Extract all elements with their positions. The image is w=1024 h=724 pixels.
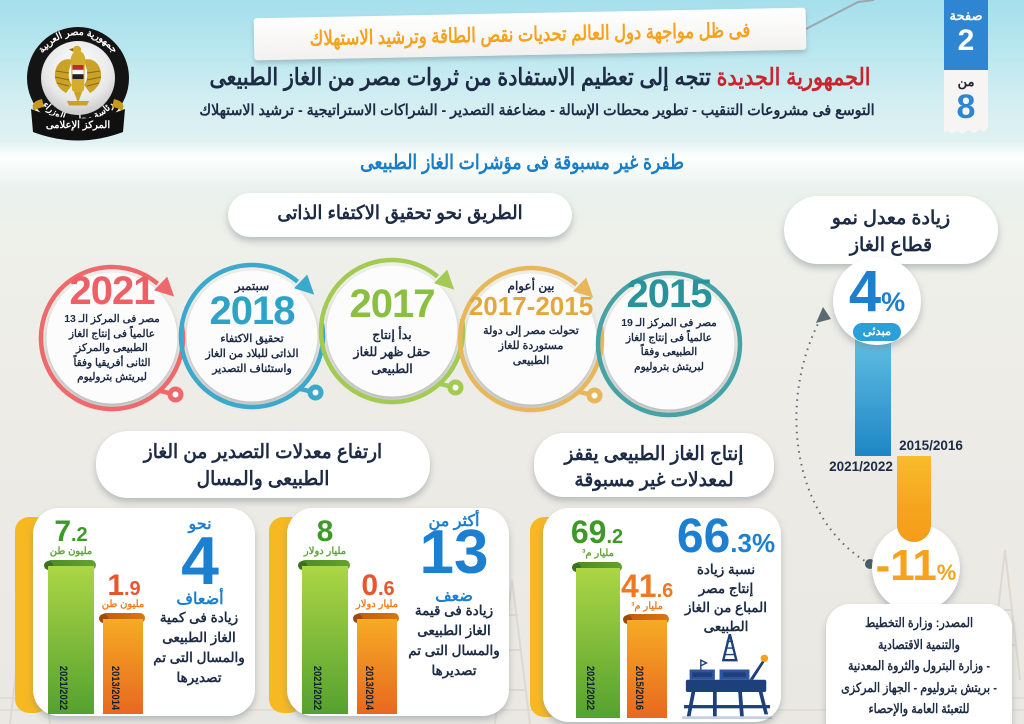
- svg-text:المركز الإعلامى: المركز الإعلامى: [46, 120, 111, 131]
